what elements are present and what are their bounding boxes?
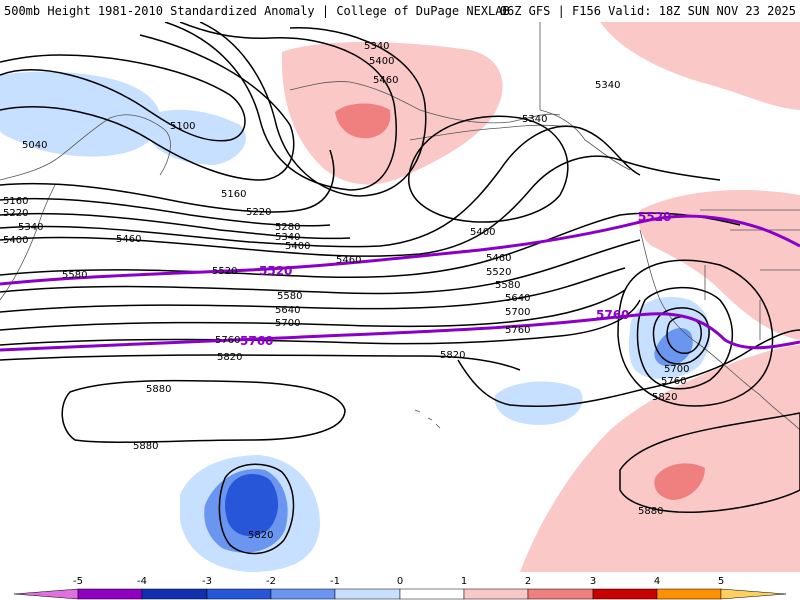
colorbar-segment [334,588,401,600]
negative-anomaly-northwest [0,71,161,157]
colorbar-tick-label: -2 [266,576,276,587]
colorbar-segment [527,588,594,600]
contour-label: 5340 [522,114,547,125]
contour-label: 5220 [3,208,28,219]
contour-label: 5580 [495,280,520,291]
colorbar-tick-label: -3 [202,576,212,587]
contour-label: 5340 [18,222,43,233]
contour-label: 5700 [275,318,300,329]
contour-label: 5820 [217,352,242,363]
positive-anomaly-alaska [281,42,503,185]
highlight-label-5520: 5520 [259,264,292,278]
contour-label: 5400 [470,227,495,238]
colorbar-tick-label: -1 [330,576,340,587]
highlight-label-5760: 5760 [596,308,629,322]
contour-label: 5400 [285,241,310,252]
contour-label: 5460 [486,253,511,264]
colorbar-segment [13,588,79,600]
positive-anomaly-south [520,345,800,572]
contour-label: 5340 [595,80,620,91]
highlight-label-5520: 5520 [638,210,671,224]
header: 500mb Height 1981-2010 Standardized Anom… [0,0,800,22]
colorbar-segment [399,588,465,600]
height-contours [0,22,800,555]
strong-negative-anomaly-low [225,474,279,537]
contour-label: 5820 [652,392,677,403]
contour-label: 5880 [638,506,663,517]
contour-label: 5760 [661,376,686,387]
contour-label: 5160 [221,189,246,200]
moderate-negative-anomaly-california [654,328,693,367]
colorbar-tick-label: 2 [525,576,531,587]
anomaly-shading [0,22,800,572]
colorbar-segment [77,588,143,600]
contour-label: 5280 [275,222,300,233]
colorbar-tick-label: 4 [654,576,660,587]
highlight-label-group: 5520 5760 5520 5760 [240,210,671,348]
contour-label: 5340 [364,41,389,52]
anomaly-colorbar: -5 -4 -3 -2 -1 0 1 2 3 4 5 [0,572,800,600]
colorbar-segment [270,588,336,600]
highlight-label-5760: 5760 [240,334,273,348]
colorbar-tick-label: -5 [73,576,83,587]
colorbar-tick-label: 5 [718,576,724,587]
model-valid-time: 06Z GFS | F156 Valid: 18Z SUN NOV 23 202… [499,4,796,18]
colorbar-segment [592,588,658,600]
contour-label: 5460 [373,75,398,86]
contour-label: 5700 [505,307,530,318]
colorbar-segment [720,588,787,600]
contour-5760 [0,312,800,352]
colorbar-segments [13,588,787,600]
contour-5520 [0,214,800,286]
contour-label: 5760 [505,325,530,336]
contour-label: 5700 [664,364,689,375]
contour-label: 5880 [146,384,171,395]
colorbar-segment [141,588,208,600]
strong-positive-anomaly-south [654,463,705,500]
highlight-contours [0,214,800,352]
contour-label: 5640 [505,293,530,304]
contour-label: 5580 [62,270,87,281]
colorbar-tick-label: 1 [461,576,467,587]
contour-label: 5400 [369,56,394,67]
contour-label: 5820 [248,530,273,541]
contour-label: 5520 [212,266,237,277]
colorbar-tick-label: 3 [590,576,596,587]
positive-anomaly-northeast [600,22,800,110]
contour-label: 5220 [246,207,271,218]
contour-label: 5580 [277,291,302,302]
contour-label: 5340 [275,232,300,243]
contour-label: 5760 [215,335,240,346]
contour-label: 5040 [22,140,47,151]
contour-label: 5460 [336,255,361,266]
contour-label: 5820 [440,350,465,361]
contour-label: 5160 [3,196,28,207]
contour-label: 5880 [133,441,158,452]
negative-anomaly-pacific [494,381,583,425]
colorbar-segment [656,588,722,600]
strong-positive-anomaly-alaska [335,103,391,139]
contour-label: 5400 [3,235,28,246]
map-title: 500mb Height 1981-2010 Standardized Anom… [4,4,510,18]
contour-label: 5520 [486,267,511,278]
colorbar-tick-label: -4 [137,576,147,587]
contour-label-group: 5340 5400 5460 5340 5340 5040 5100 5160 … [3,41,689,541]
height-anomaly-map: 5340 5400 5460 5340 5340 5040 5100 5160 … [0,22,800,572]
colorbar-segment [463,588,529,600]
contour-label: 5100 [170,121,195,132]
colorbar-tick-label: 0 [397,576,403,587]
colorbar-ticks: -5 -4 -3 -2 -1 0 1 2 3 4 5 [73,576,724,587]
contour-label: 5460 [116,234,141,245]
contour-label: 5640 [275,305,300,316]
colorbar-segment [206,588,272,600]
